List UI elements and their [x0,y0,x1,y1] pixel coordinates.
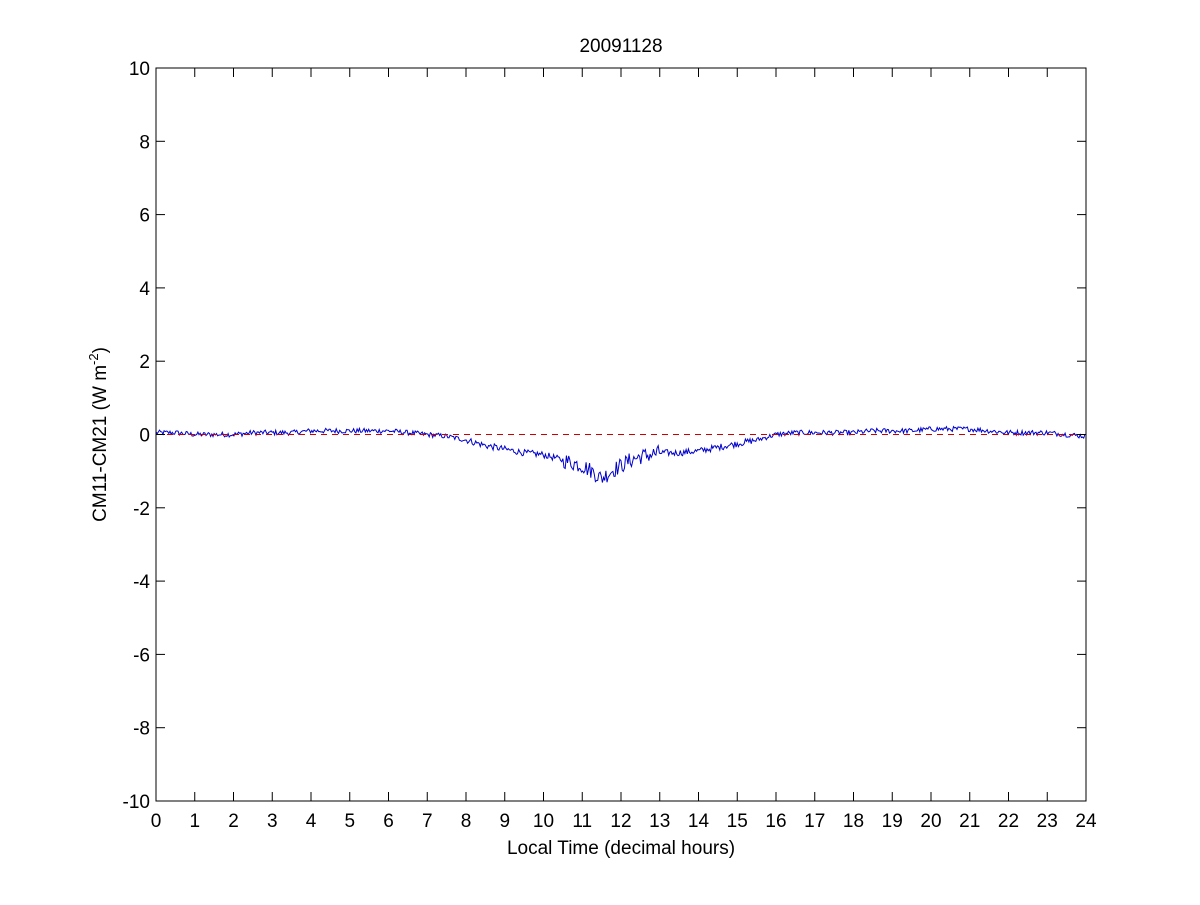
difference-series-line [155,425,1087,483]
axes-box [155,67,1087,802]
x-tick-label: 11 [572,811,592,832]
y-axis-label: CM11-CM21 (W m-2) [86,347,111,522]
x-tick-label: 3 [267,811,278,832]
label-layer: 0 1 2 3 4 5 6 7 8 9 10 11 12 13 14 15 16 17 18 19 20 21 22 23 24… [123,59,1097,832]
x-tick-label: 1 [189,811,200,832]
y-tick-label: 2 [139,352,150,373]
y-tick-label: -10 [123,792,150,813]
y-tick-label: 10 [129,59,150,80]
y-tick-label: 4 [139,279,150,300]
x-axis-label: Local Time (decimal hours) [507,838,735,859]
x-tick-label: 24 [1075,811,1097,832]
x-tick-label: 20 [920,811,941,832]
x-tick-label: 9 [499,811,510,832]
y-tick-label: 0 [139,426,150,447]
y-tick-label: -8 [133,719,150,740]
x-tick-label: 7 [422,811,433,832]
y-axis-label-main: CM11-CM21 (W m [90,365,111,522]
x-tick-label: 15 [727,811,748,832]
y-tick-label: 8 [139,132,150,153]
x-tick-label: 16 [765,811,786,832]
x-tick-label: 8 [461,811,472,832]
x-tick-label: 5 [344,811,355,832]
x-tick-label: 4 [306,811,317,832]
x-tick-label: 17 [804,811,825,832]
x-tick-label: 10 [533,811,554,832]
x-tick-label: 22 [998,811,1019,832]
chart-title: 20091128 [579,36,662,57]
x-tick-label: 14 [688,811,710,832]
x-tick-label: 2 [228,811,239,832]
x-tick-label: 21 [959,811,980,832]
x-tick-label: 19 [882,811,903,832]
y-tick-label: -4 [133,572,150,593]
y-axis-label-suffix: ) [90,347,111,353]
tick-layer [155,67,1087,802]
x-tick-label: 18 [843,811,864,832]
y-axis-label-superscript: -2 [86,353,101,365]
y-tick-label: 6 [139,206,150,227]
x-tick-label: 6 [383,811,394,832]
series-layer [155,425,1087,483]
y-tick-label: -2 [133,499,150,520]
x-tick-label: 12 [610,811,631,832]
x-tick-label: 13 [649,811,670,832]
y-tick-label: -6 [133,645,150,666]
x-tick-label: 0 [151,811,162,832]
x-tick-label: 23 [1037,811,1058,832]
